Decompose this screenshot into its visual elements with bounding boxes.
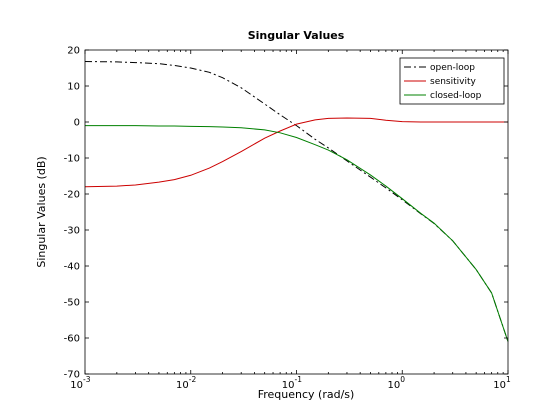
x-tick-label-base: 10 bbox=[282, 380, 295, 391]
y-tick-label: -10 bbox=[64, 154, 80, 165]
axes: 20100-10-20-30-40-50-60-7010-310-210-110… bbox=[64, 46, 511, 392]
series-curves bbox=[84, 61, 509, 342]
y-tick-label: -70 bbox=[64, 370, 80, 381]
x-tick-label: 10-1 bbox=[282, 375, 302, 391]
x-tick-label: 100 bbox=[388, 375, 406, 391]
series-line-sensitivity bbox=[84, 117, 508, 188]
x-tick-label-base: 10 bbox=[70, 380, 83, 391]
y-tick-label: -30 bbox=[64, 226, 80, 237]
chart-title: Singular Values bbox=[248, 29, 345, 42]
legend-label-closed-loop: closed-loop bbox=[430, 91, 482, 101]
y-tick-label: -60 bbox=[64, 334, 80, 345]
series-line-closed-loop bbox=[85, 125, 509, 342]
legend-label-open-loop: open-loop bbox=[430, 63, 475, 73]
y-tick-label: 0 bbox=[74, 118, 80, 129]
y-axis-label: Singular Values (dB) bbox=[35, 156, 48, 267]
x-tick-label-exponent: -1 bbox=[295, 375, 303, 384]
legend-label-sensitivity: sensitivity bbox=[430, 77, 477, 87]
x-tick-label-exponent: -2 bbox=[189, 375, 197, 384]
x-axis-label: Frequency (rad/s) bbox=[258, 388, 355, 401]
x-tick-label-base: 10 bbox=[388, 380, 401, 391]
x-tick-label: 10-2 bbox=[176, 375, 196, 391]
x-tick-label-exponent: 0 bbox=[400, 375, 405, 384]
y-tick-label: -20 bbox=[64, 190, 80, 201]
x-tick-label-base: 10 bbox=[493, 380, 506, 391]
x-tick-label-exponent: -3 bbox=[83, 375, 91, 384]
y-tick-label: -40 bbox=[64, 262, 80, 273]
y-tick-label: 10 bbox=[67, 82, 80, 93]
y-tick-label: -50 bbox=[64, 298, 80, 309]
legend: open-loop sensitivity closed-loop bbox=[399, 57, 505, 105]
x-tick-label: 10-3 bbox=[70, 375, 90, 391]
x-tick-label-base: 10 bbox=[176, 380, 189, 391]
x-tick-label: 101 bbox=[493, 375, 511, 391]
x-tick-label-exponent: 1 bbox=[506, 375, 511, 384]
y-tick-label: 20 bbox=[67, 46, 80, 57]
